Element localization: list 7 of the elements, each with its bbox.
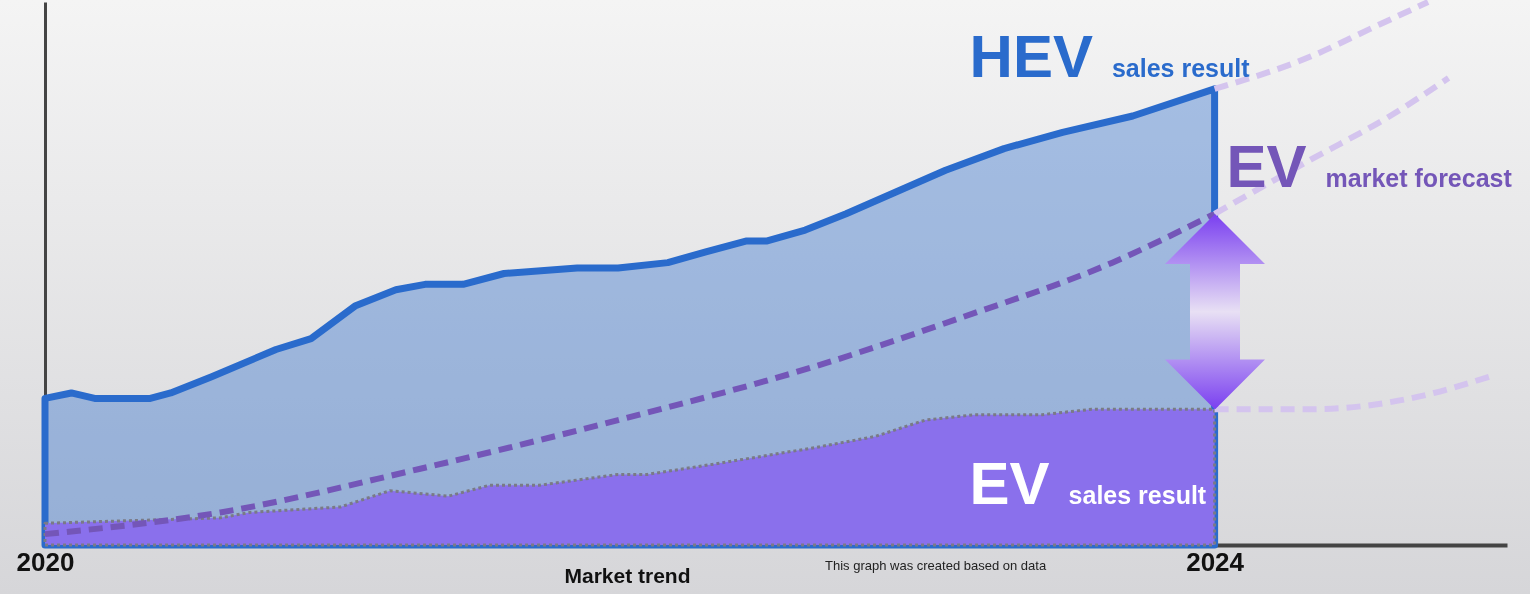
- series-label: EV market forecast: [1226, 133, 1512, 201]
- x-tick-label: 2020: [16, 546, 75, 577]
- x-tick-label: 2024: [1186, 546, 1245, 577]
- series-label: EV sales result: [969, 449, 1207, 517]
- x-axis-title: Market trend: [564, 563, 691, 587]
- text: This graph was created based on data: [825, 558, 1047, 573]
- series-label: HEV sales result: [969, 23, 1250, 91]
